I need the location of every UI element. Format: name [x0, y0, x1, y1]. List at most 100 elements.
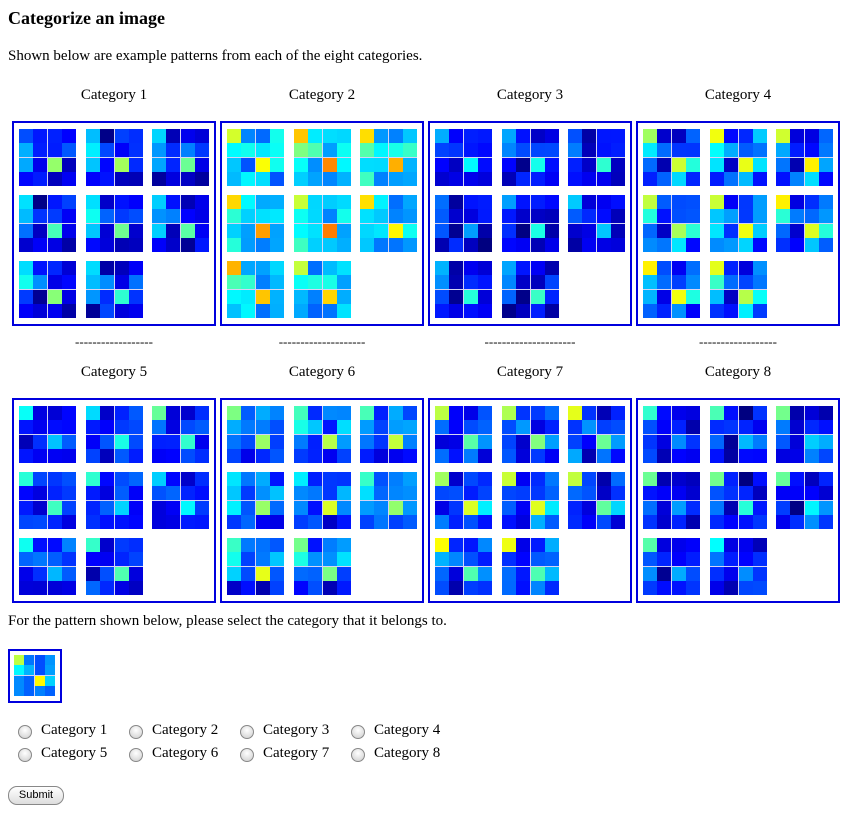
- pattern-cell: [709, 143, 724, 157]
- example-pattern: [227, 261, 284, 318]
- example-pattern: [501, 261, 559, 318]
- pattern-cell: [738, 435, 753, 449]
- pattern-cell: [568, 158, 582, 172]
- pattern-cell: [270, 472, 284, 486]
- category-option-2[interactable]: Category 2: [129, 722, 218, 739]
- pattern-cell: [709, 129, 724, 143]
- category-option-8[interactable]: Category 8: [351, 745, 440, 762]
- pattern-cell: [33, 158, 47, 172]
- pattern-cell: [227, 143, 241, 157]
- pattern-cell: [14, 655, 24, 665]
- pattern-cell: [293, 158, 308, 172]
- category-panel: ------------------ Category 8: [636, 334, 840, 603]
- pattern-cell: [85, 238, 100, 252]
- category-option-4[interactable]: Category 4: [351, 722, 440, 739]
- pattern-cell: [336, 538, 351, 552]
- pattern-cell: [336, 435, 351, 449]
- pattern-cell: [464, 581, 478, 595]
- pattern-cell: [114, 158, 129, 172]
- pattern-quadrant: [672, 261, 700, 289]
- pattern-cell: [336, 143, 351, 157]
- pattern-cell: [256, 275, 270, 289]
- pattern-quadrant: [360, 129, 388, 157]
- pattern-cell: [464, 472, 478, 486]
- pattern-cell: [33, 261, 47, 275]
- pattern-cell: [568, 420, 582, 434]
- category-option-7[interactable]: Category 7: [240, 745, 329, 762]
- pattern-cell: [611, 435, 625, 449]
- category-option-6[interactable]: Category 6: [129, 745, 218, 762]
- pattern-cell: [464, 449, 478, 463]
- pattern-cell: [241, 406, 255, 420]
- pattern-cell: [501, 581, 516, 595]
- pattern-quadrant: [114, 538, 143, 566]
- pattern-cell: [686, 238, 700, 252]
- radio-button[interactable]: [351, 725, 365, 739]
- pattern-cell: [582, 486, 596, 500]
- pattern-cell: [657, 172, 671, 186]
- pattern-cell: [790, 515, 804, 529]
- pattern-cell: [99, 304, 114, 318]
- pattern-cell: [48, 515, 62, 529]
- radio-button[interactable]: [240, 748, 254, 762]
- pattern-cell: [62, 420, 76, 434]
- pattern-cell: [48, 435, 62, 449]
- pattern-cell: [515, 501, 530, 515]
- pattern-cell: [819, 129, 833, 143]
- pattern-quadrant: [501, 501, 530, 529]
- pattern-cell: [709, 172, 724, 186]
- pattern-cell: [738, 158, 753, 172]
- pattern-cell: [776, 238, 790, 252]
- category-option-1[interactable]: Category 1: [18, 722, 107, 739]
- pattern-cell: [307, 406, 322, 420]
- pattern-cell: [464, 290, 478, 304]
- pattern-cell: [611, 515, 625, 529]
- pattern-cell: [657, 552, 671, 566]
- submit-button[interactable]: Submit: [8, 786, 64, 805]
- pattern-cell: [672, 195, 686, 209]
- pattern-quadrant: [389, 224, 417, 252]
- pattern-cell: [195, 172, 209, 186]
- pattern-cell: [776, 501, 790, 515]
- pattern-cell: [723, 552, 738, 566]
- pattern-cell: [336, 238, 351, 252]
- radio-button[interactable]: [18, 748, 32, 762]
- pattern-cell: [322, 567, 337, 581]
- pattern-cell: [99, 261, 114, 275]
- pattern-cell: [597, 486, 611, 500]
- pattern-cell: [752, 406, 767, 420]
- pattern-quadrant: [805, 406, 833, 434]
- pattern-cell: [686, 567, 700, 581]
- pattern-cell: [657, 406, 671, 420]
- pattern-cell: [464, 158, 478, 172]
- pattern-quadrant: [293, 501, 322, 529]
- radio-button[interactable]: [129, 748, 143, 762]
- example-pattern: [568, 406, 625, 463]
- pattern-quadrant: [738, 538, 767, 566]
- pattern-quadrant: [709, 261, 738, 289]
- pattern-cell: [360, 420, 374, 434]
- pattern-cell: [99, 143, 114, 157]
- pattern-cell: [336, 420, 351, 434]
- pattern-quadrant: [322, 406, 351, 434]
- category-option-3[interactable]: Category 3: [240, 722, 329, 739]
- radio-button[interactable]: [351, 748, 365, 762]
- radio-button[interactable]: [240, 725, 254, 739]
- pattern-cell: [152, 172, 166, 186]
- radio-button[interactable]: [129, 725, 143, 739]
- pattern-cell: [672, 209, 686, 223]
- pattern-cell: [611, 158, 625, 172]
- pattern-cell: [464, 501, 478, 515]
- radio-button[interactable]: [18, 725, 32, 739]
- pattern-cell: [464, 486, 478, 500]
- pattern-cell: [544, 406, 559, 420]
- pattern-cell: [19, 567, 33, 581]
- pattern-cell: [85, 501, 100, 515]
- pattern-quadrant: [530, 261, 559, 289]
- pattern-quadrant: [501, 538, 530, 566]
- pattern-quadrant: [85, 290, 114, 318]
- pattern-cell: [48, 420, 62, 434]
- category-option-5[interactable]: Category 5: [18, 745, 107, 762]
- pattern-cell: [114, 472, 129, 486]
- pattern-cell: [478, 472, 492, 486]
